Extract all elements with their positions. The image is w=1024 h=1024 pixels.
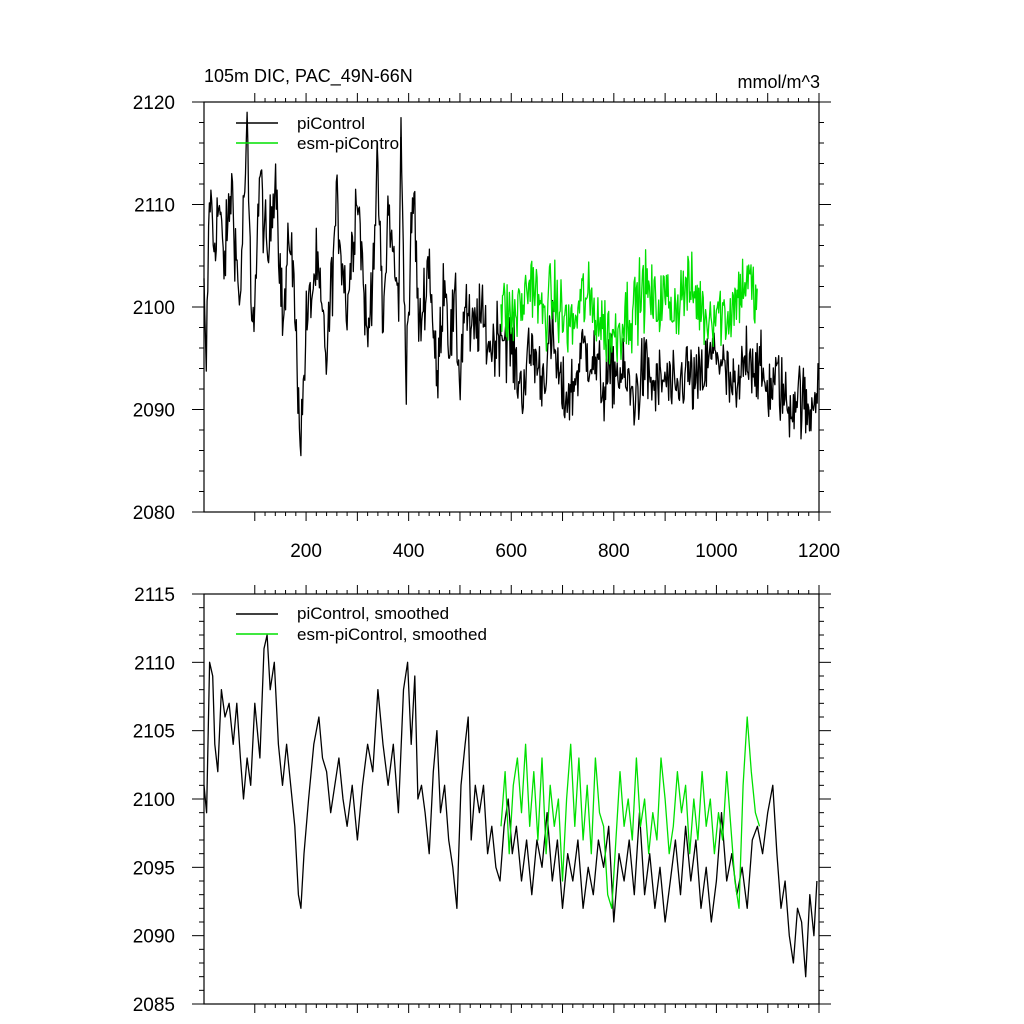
legend-label-esm-picontrol-smoothed: esm-piControl, smoothed (297, 625, 487, 644)
series-group (203, 111, 820, 457)
y-tick-label: 2085 (133, 995, 175, 1016)
y-tick-label: 2090 (133, 401, 175, 422)
y-tick-label: 2080 (133, 503, 175, 524)
series-group (203, 634, 818, 978)
series-line-0 (203, 111, 820, 457)
panel-bottom: 2085 2090 2095 2100 2105 2110 2115 piControl, … (133, 585, 831, 1016)
x-tick-label: 800 (598, 541, 630, 562)
legend-label-esm-picontrol: esm-piControl (297, 134, 403, 153)
series-line-1 (500, 716, 761, 909)
x-tick-label: 400 (393, 541, 425, 562)
plot-frame (203, 593, 820, 1005)
y-tick-label: 2100 (133, 790, 175, 811)
x-tick-label: 1200 (798, 541, 840, 562)
legend-label-picontrol-smoothed: piControl, smoothed (297, 604, 449, 623)
axis-ticks: 2085 2090 2095 2100 2105 2110 2115 (133, 585, 831, 1016)
y-tick-label: 2095 (133, 858, 175, 879)
y-tick-label: 2105 (133, 722, 175, 743)
x-tick-label: 1000 (695, 541, 737, 562)
plot-frame (203, 101, 820, 513)
x-tick-label: 600 (495, 541, 527, 562)
legend-label-picontrol: piControl (297, 114, 365, 133)
y-tick-label: 2115 (134, 585, 175, 606)
y-tick-label: 2100 (133, 298, 175, 319)
legend: piControl, smoothed esm-piControl, smoot… (236, 604, 487, 644)
series-line-1 (500, 249, 758, 365)
panel-top: 105m DIC, PAC_49N-66N mmol/m^3 200 400 600… (133, 66, 840, 562)
legend: piControl esm-piControl (236, 114, 403, 153)
y-tick-label: 2110 (134, 196, 175, 217)
series-line-0 (203, 634, 818, 978)
chart-title: 105m DIC, PAC_49N-66N (204, 66, 413, 87)
y-tick-label: 2110 (134, 653, 175, 674)
y-tick-label: 2090 (133, 927, 175, 948)
units-label: mmol/m^3 (738, 72, 820, 92)
axis-ticks: 200 400 600 800 1000 1200 2080 2090 2100 2110 2120 (133, 93, 840, 562)
y-tick-label: 2120 (133, 93, 175, 114)
x-tick-label: 200 (290, 541, 322, 562)
